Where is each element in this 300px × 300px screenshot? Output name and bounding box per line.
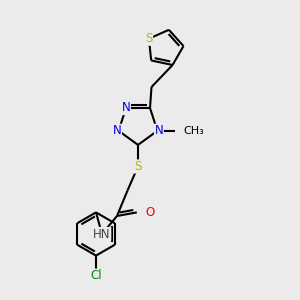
Text: N: N <box>122 101 130 115</box>
Text: N: N <box>154 124 163 137</box>
Text: HN: HN <box>93 227 111 241</box>
Text: S: S <box>145 32 153 45</box>
Text: O: O <box>145 206 154 219</box>
Text: CH₃: CH₃ <box>184 126 204 136</box>
Text: N: N <box>113 124 122 137</box>
Text: S: S <box>134 160 142 173</box>
Text: Cl: Cl <box>90 269 102 282</box>
